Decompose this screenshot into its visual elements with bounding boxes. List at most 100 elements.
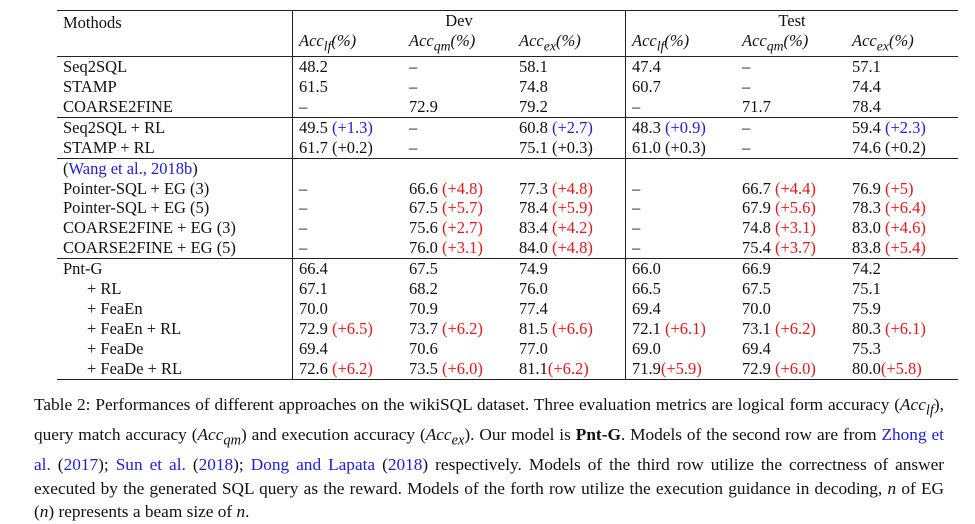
table-cell: 49.5 (+1.3) <box>292 116 403 138</box>
table-cell: 76.0 (+3.1) <box>409 238 483 258</box>
table-cell: 83.4 (+4.2) <box>519 218 593 238</box>
table-cell: 76.9 (+5) <box>852 178 914 198</box>
table-cell: – <box>292 198 403 219</box>
table-row: + RL 67.1 68.2 76.0 66.5 67.5 75.1 <box>57 279 958 299</box>
table-cell: 47.4 <box>625 56 736 78</box>
citation-wang[interactable]: Wang et al., 2018b <box>68 158 193 178</box>
table-cell: 75.6 (+2.7) <box>409 218 483 238</box>
table-cell <box>625 157 736 179</box>
header-group-test: Test <box>625 9 958 31</box>
table-cell: 70.9 <box>409 298 438 318</box>
table-row: Pointer-SQL + EG (3) –66.6 (+4.8) 77.3 (+4… <box>57 178 958 199</box>
delta-value: (+6.0) <box>775 358 816 378</box>
metric-acc-ex: Accex <box>425 425 465 449</box>
citation-zhong-year[interactable]: 2017 <box>63 455 99 475</box>
delta-value: (+4.6) <box>885 218 926 238</box>
metric-acc-lf: Acclf <box>900 395 934 419</box>
table-cell: 69.0 <box>625 338 736 359</box>
method-name: Pointer-SQL + EG (5) <box>63 198 210 218</box>
table-cell: 75.1 <box>852 279 881 299</box>
method-name: STAMP <box>63 77 117 97</box>
delta-value: (+6.5) <box>332 318 373 338</box>
table-cell: 69.4 <box>742 338 771 358</box>
header-metric-dev-ex: Accex(%) <box>513 30 626 58</box>
table-cell: – <box>742 77 751 97</box>
metric-acc-qm: Accqm <box>197 425 241 449</box>
table-row: COARSE2FINE + EG (3) –75.6 (+2.7) 83.4 (+4… <box>57 218 958 239</box>
table-cell: 72.6 (+6.2) <box>292 358 403 380</box>
table-cell: – <box>625 198 736 219</box>
table-cell: 78.4 <box>852 96 881 116</box>
delta-value: (+4.2) <box>552 218 593 238</box>
header-metric-dev-lf: Acclf(%) <box>292 30 403 58</box>
method-name: Seq2SQL <box>63 57 128 77</box>
table-cell: – <box>409 137 418 157</box>
table-cell: – <box>736 116 846 138</box>
table-cell: 83.8 (+5.4) <box>852 238 926 258</box>
table-cell: 80.0(+5.8) <box>846 358 958 380</box>
delta-value: (+4.4) <box>775 178 816 198</box>
table-cell: – <box>625 238 736 259</box>
method-name: Pnt-G <box>57 258 293 280</box>
table-row: (Wang et al., 2018b) <box>57 157 958 179</box>
table-cell: 75.3 <box>852 338 881 358</box>
table-cell: 72.9 (+6.0) <box>736 358 846 380</box>
table-cell: 66.6 (+4.8) <box>409 178 483 198</box>
table-cell: – <box>409 57 418 77</box>
header-metric-test-lf: Acclf(%) <box>625 30 736 58</box>
table-cell: 73.7 (+6.2) <box>409 318 483 338</box>
method-name: Seq2SQL + RL <box>57 116 293 138</box>
table-cell: – <box>742 137 751 157</box>
table-cell: 61.7 (+0.2) <box>292 137 403 159</box>
var-n: n <box>236 502 246 522</box>
header-group-dev: Dev <box>292 9 626 31</box>
citation-dong[interactable]: Dong and Lapata <box>250 455 376 475</box>
table-cell: 75.4 (+3.7) <box>742 238 816 258</box>
method-name: + FeaDe + RL <box>57 358 293 380</box>
delta-value: (+6.2) <box>775 318 816 338</box>
table-cell: 69.4 <box>625 298 736 319</box>
table-cell: 77.4 <box>519 298 548 318</box>
method-name: + FeaDe <box>87 338 144 358</box>
table-cell: 72.1 (+6.1) <box>625 318 736 339</box>
table-cell: 74.4 <box>852 77 881 97</box>
table-cell <box>403 157 513 179</box>
table-cell: 73.5 (+6.0) <box>403 358 513 380</box>
results-table: Mothods Dev Test Acclf(%) Accqm(%) Accex(%… <box>57 9 958 380</box>
method-name: + RL <box>87 279 122 299</box>
table-cell: 74.6 (+0.2) <box>852 137 926 157</box>
citation-zhong[interactable]: Zhong et al. <box>34 425 944 475</box>
table-row: Seq2SQL + RL 49.5 (+1.3) –60.8 (+2.7) 48.3 … <box>57 116 958 138</box>
table-cell: 74.8 <box>519 77 548 97</box>
citation-sun[interactable]: Sun et al. <box>115 455 186 475</box>
table-cell: 73.1 (+6.2) <box>742 318 816 338</box>
delta-value: (+5) <box>885 178 914 198</box>
delta-value: (+6.2) <box>332 358 373 378</box>
method-name: COARSE2FINE + EG (3) <box>63 218 236 238</box>
citation-dong-year[interactable]: 2018 <box>387 455 423 475</box>
delta-value: (+6.6) <box>552 318 593 338</box>
table-cell: 70.6 <box>409 338 438 358</box>
table-cell: – <box>742 57 751 77</box>
delta-value: (+2.7) <box>552 117 593 137</box>
table-cell: – <box>292 96 403 118</box>
table-row: Pointer-SQL + EG (5) –67.5 (+5.7) 78.4 (+5… <box>57 198 958 219</box>
table-cell <box>513 157 626 179</box>
table-cell: – <box>403 116 513 138</box>
caption-text: Table 2: Performances of different appro… <box>34 395 900 414</box>
delta-value: (+5.8) <box>880 358 922 378</box>
citation-sun-year[interactable]: 2018 <box>198 455 234 475</box>
table-cell: 58.1 <box>519 57 548 77</box>
delta-value: (+6.1) <box>665 318 706 338</box>
table-cell: – <box>292 238 403 259</box>
table-cell: – <box>292 178 403 199</box>
delta-value: (+6.2) <box>547 358 589 378</box>
method-name: COARSE2FINE <box>63 96 174 116</box>
table-cell: 66.7 (+4.4) <box>742 178 816 198</box>
header-row-metrics: Acclf(%) Accqm(%) Accex(%) Acclf(%) Accqm(%)… <box>57 30 958 58</box>
model-name: Pnt-G <box>575 425 621 445</box>
delta-value: (+3.1) <box>442 238 483 258</box>
method-name: STAMP + RL <box>63 137 155 157</box>
table-cell: 76.0 <box>519 279 548 299</box>
delta-value: (+4.8) <box>552 178 593 198</box>
